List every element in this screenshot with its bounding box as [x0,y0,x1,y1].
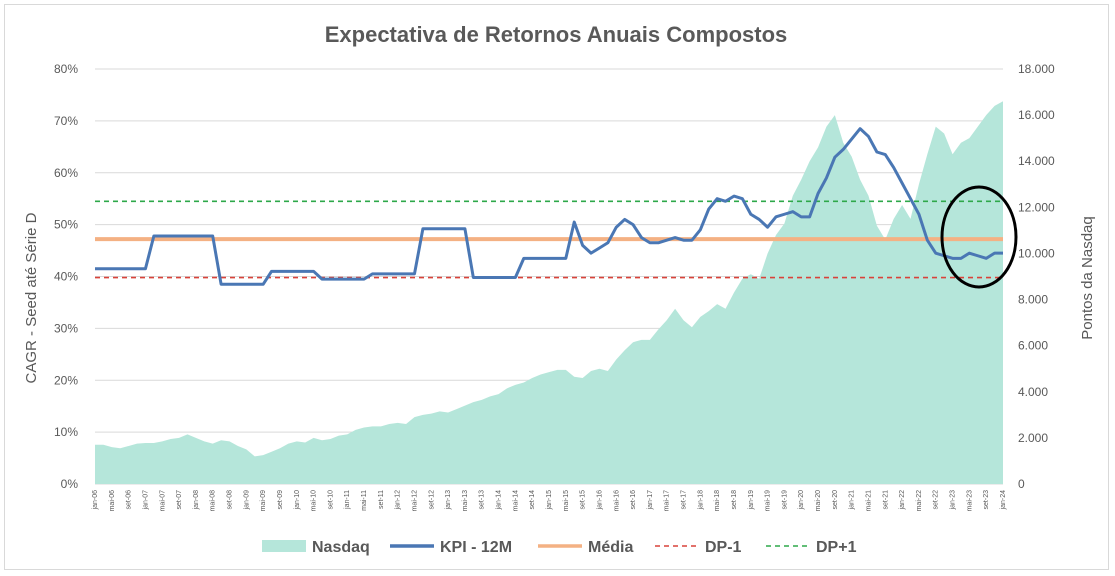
y-right-tick-label: 4.000 [1018,385,1048,399]
x-tick-label: set-08 [227,490,234,510]
x-tick-label: set-20 [832,490,839,510]
y-right-tick-label: 2.000 [1018,431,1048,445]
legend-label: KPI - 12M [440,539,512,556]
y-right-tick-label: 14.000 [1018,154,1055,168]
x-tick-label: set-16 [630,490,637,510]
x-tick-label: jan-13 [445,490,452,511]
chart-title: Expectativa de Retornos Anuais Compostos [325,22,788,47]
y-right-tick-label: 10.000 [1018,246,1055,260]
x-tick-label: mai-08 [210,490,217,512]
y-left-tick-label: 30% [54,321,78,335]
y-left-tick-label: 80% [54,62,78,76]
x-tick-label: mai-21 [865,490,872,512]
x-tick-label: mai-06 [109,490,116,512]
x-tick-label: jan-24 [1000,490,1007,511]
legend: Nasdaq KPI - 12M Média DP-1 DP+1 [262,539,857,556]
x-tick-label: mai-19 [765,490,772,512]
legend-swatch-nasdaq [262,540,306,552]
x-tick-label: set-14 [529,490,536,510]
x-tick-label: set-17 [681,490,688,510]
x-tick-label: set-21 [882,490,889,510]
x-tick-label: mai-15 [563,490,570,512]
legend-label: Média [588,539,633,556]
x-tick-label: mai-17 [664,490,671,512]
x-tick-label: jan-09 [243,490,250,511]
x-tick-label: mai-13 [462,490,469,512]
y-left-tick-label: 0% [61,477,79,491]
x-tick-label: mai-10 [311,490,318,512]
y-right-tick-label: 18.000 [1018,62,1055,76]
x-tick-label: mai-12 [411,490,418,512]
kpi-line-layer [95,127,1003,286]
y-right-tick-label: 8.000 [1018,293,1048,307]
y-right-tick-label: 16.000 [1018,108,1055,122]
x-tick-label: jan-14 [496,490,503,511]
x-tick-label: mai-18 [714,490,721,512]
x-tick-label: set-12 [428,490,435,510]
x-tick-label: mai-09 [260,490,267,512]
y-axis-right-label: Pontos da Nasdaq [1079,216,1096,339]
y-axis-right-ticks: 0 2.000 4.000 6.000 8.000 10.000 12.000 14.000 1… [1018,62,1055,491]
x-tick-label: mai-07 [159,490,166,512]
x-tick-label: jan-17 [647,490,654,511]
x-tick-label: mai-23 [966,490,973,512]
nasdaq-area-layer [95,101,1003,485]
x-tick-label: jan-22 [899,490,906,511]
x-tick-label: mai-11 [361,490,368,511]
x-tick-label: set-11 [378,490,385,509]
x-tick-label: jan-18 [697,490,704,511]
x-tick-label: set-09 [277,490,284,510]
x-tick-label: jan-07 [142,490,149,511]
y-left-tick-label: 60% [54,166,78,180]
x-tick-label: jan-12 [395,490,402,511]
x-tick-label: set-10 [327,490,334,510]
chart-frame [4,4,1109,570]
x-tick-label: set-15 [580,490,587,510]
x-tick-label: set-06 [126,490,133,510]
legend-label: DP+1 [816,539,857,556]
x-tick-label: jan-21 [849,490,856,511]
x-tick-label: jan-10 [294,490,301,511]
reference-lines [95,200,1003,279]
x-tick-label: set-23 [983,490,990,510]
x-tick-label: jan-19 [748,490,755,511]
x-tick-label: mai-14 [512,490,519,512]
x-tick-label: jan-16 [596,490,603,511]
x-tick-label: set-22 [933,490,940,510]
x-axis-ticks: jan-06 mai-06 set-06 jan-07 mai-07 set-07 jan-… [92,490,1007,512]
y-right-tick-label: 12.000 [1018,200,1055,214]
x-tick-label: set-19 [781,490,788,510]
x-tick-label: jan-11 [344,490,351,510]
x-tick-label: jan-08 [193,490,200,511]
y-left-tick-label: 70% [54,114,78,128]
x-tick-label: set-07 [176,490,183,510]
x-tick-label: jan-15 [546,490,553,511]
highlight-circle [940,185,1018,289]
x-tick-label: set-18 [731,490,738,510]
y-axis-left-ticks: 0% 10% 20% 30% 40% 50% 60% 70% 80% [54,62,78,491]
x-tick-label: set-13 [479,490,486,510]
kpi-12m-line [95,127,1003,286]
y-left-tick-label: 20% [54,373,78,387]
x-tick-label: jan-06 [92,490,99,511]
y-left-tick-label: 40% [54,270,78,284]
x-tick-label: jan-20 [798,490,805,511]
y-axis-left-label: CAGR - Seed até Série D [23,212,40,383]
x-tick-label: mai-16 [613,490,620,512]
legend-label: DP-1 [705,539,742,556]
y-left-tick-label: 10% [54,425,78,439]
x-tick-label: mai-20 [815,490,822,512]
y-right-tick-label: 6.000 [1018,339,1048,353]
y-left-tick-label: 50% [54,218,78,232]
x-tick-label: mai-22 [916,490,923,512]
y-right-tick-label: 0 [1018,477,1025,491]
nasdaq-area [95,101,1003,485]
x-tick-label: jan-23 [950,490,957,511]
legend-label: Nasdaq [312,539,370,556]
